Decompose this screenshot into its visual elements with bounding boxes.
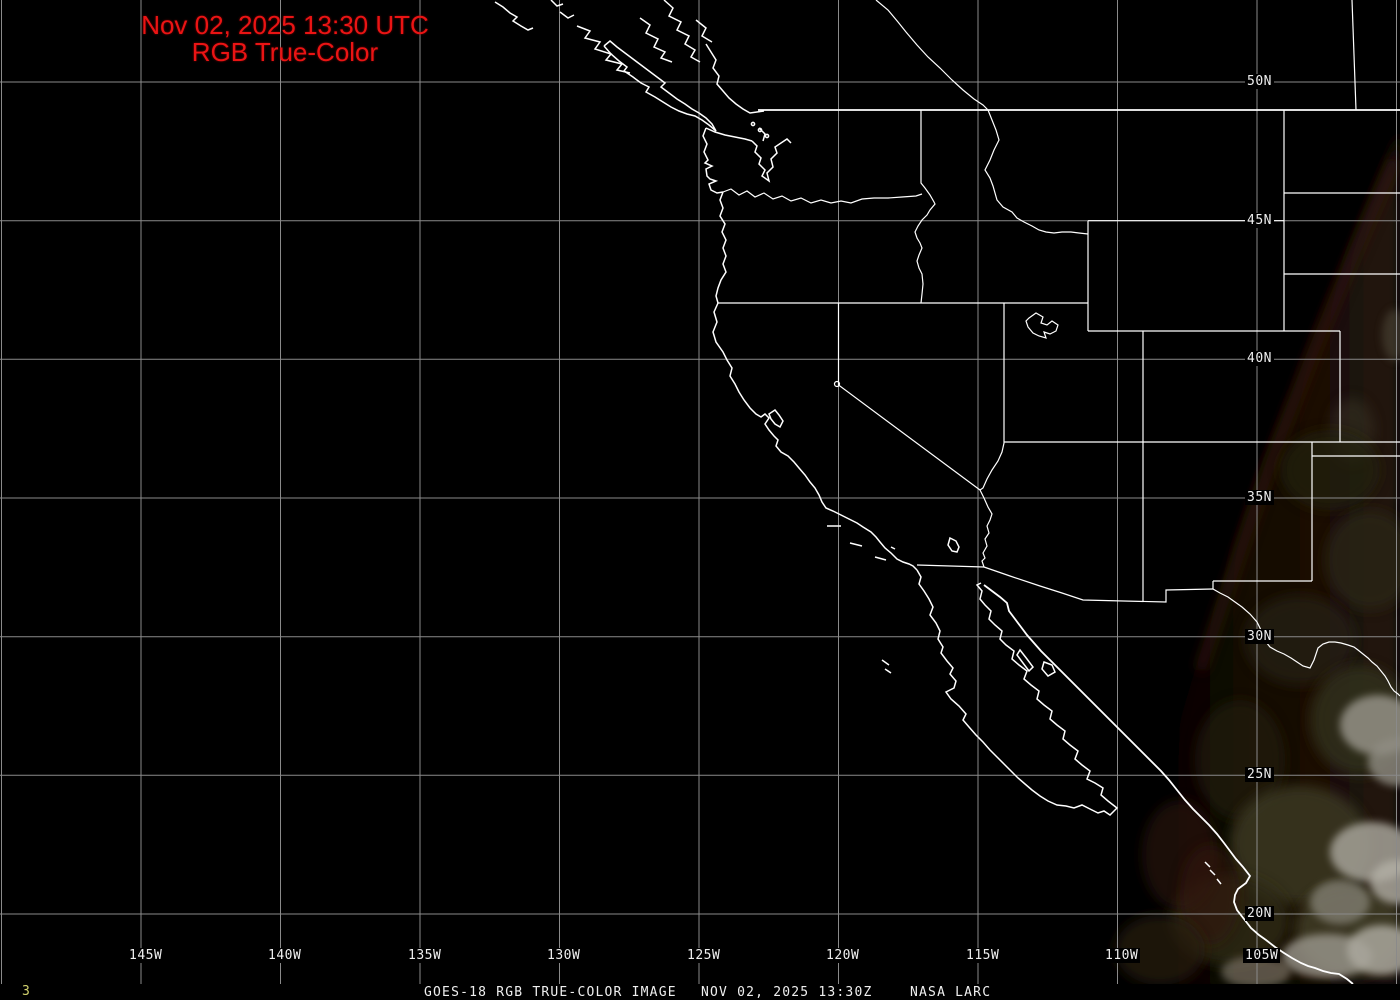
lon-label-110w: 110W [1103, 948, 1141, 963]
lat-label-35n: 35N [1245, 490, 1274, 505]
caption-credit: NASA LARC [910, 985, 992, 1000]
lat-label-20n: 20N [1245, 906, 1274, 921]
frame-number: 3 [22, 984, 30, 999]
image-caption-bar: 3 GOES-18 RGB TRUE-COLOR IMAGE NOV 02, 2… [0, 984, 1400, 1000]
caption-product: GOES-18 RGB TRUE-COLOR IMAGE [424, 985, 677, 1000]
lat-label-50n: 50N [1245, 74, 1274, 89]
lon-label-125w: 125W [685, 948, 723, 963]
lat-label-30n: 30N [1245, 629, 1274, 644]
product-title: RGB True-Color [191, 37, 379, 67]
lon-label-135w: 135W [406, 948, 444, 963]
coastline-layer [494, 0, 1354, 985]
lon-label-145w: 145W [127, 948, 165, 963]
caption-time: NOV 02, 2025 13:30Z [701, 985, 873, 1000]
image-title: Nov 02, 2025 13:30 UTC RGB True-Color [140, 12, 430, 66]
timestamp-title: Nov 02, 2025 13:30 UTC [141, 10, 429, 40]
lakes-layer [833, 312, 1059, 388]
lat-label-25n: 25N [1245, 767, 1274, 782]
terrain-imagery-layer [1115, 130, 1400, 988]
lon-label-105w: 105W [1243, 948, 1281, 963]
lon-label-140w: 140W [266, 948, 304, 963]
state-borders-layer [718, 0, 1400, 697]
lat-label-45n: 45N [1245, 213, 1274, 228]
lon-label-130w: 130W [545, 948, 583, 963]
lon-label-120w: 120W [824, 948, 862, 963]
lat-label-40n: 40N [1245, 351, 1274, 366]
lon-label-115w: 115W [964, 948, 1002, 963]
